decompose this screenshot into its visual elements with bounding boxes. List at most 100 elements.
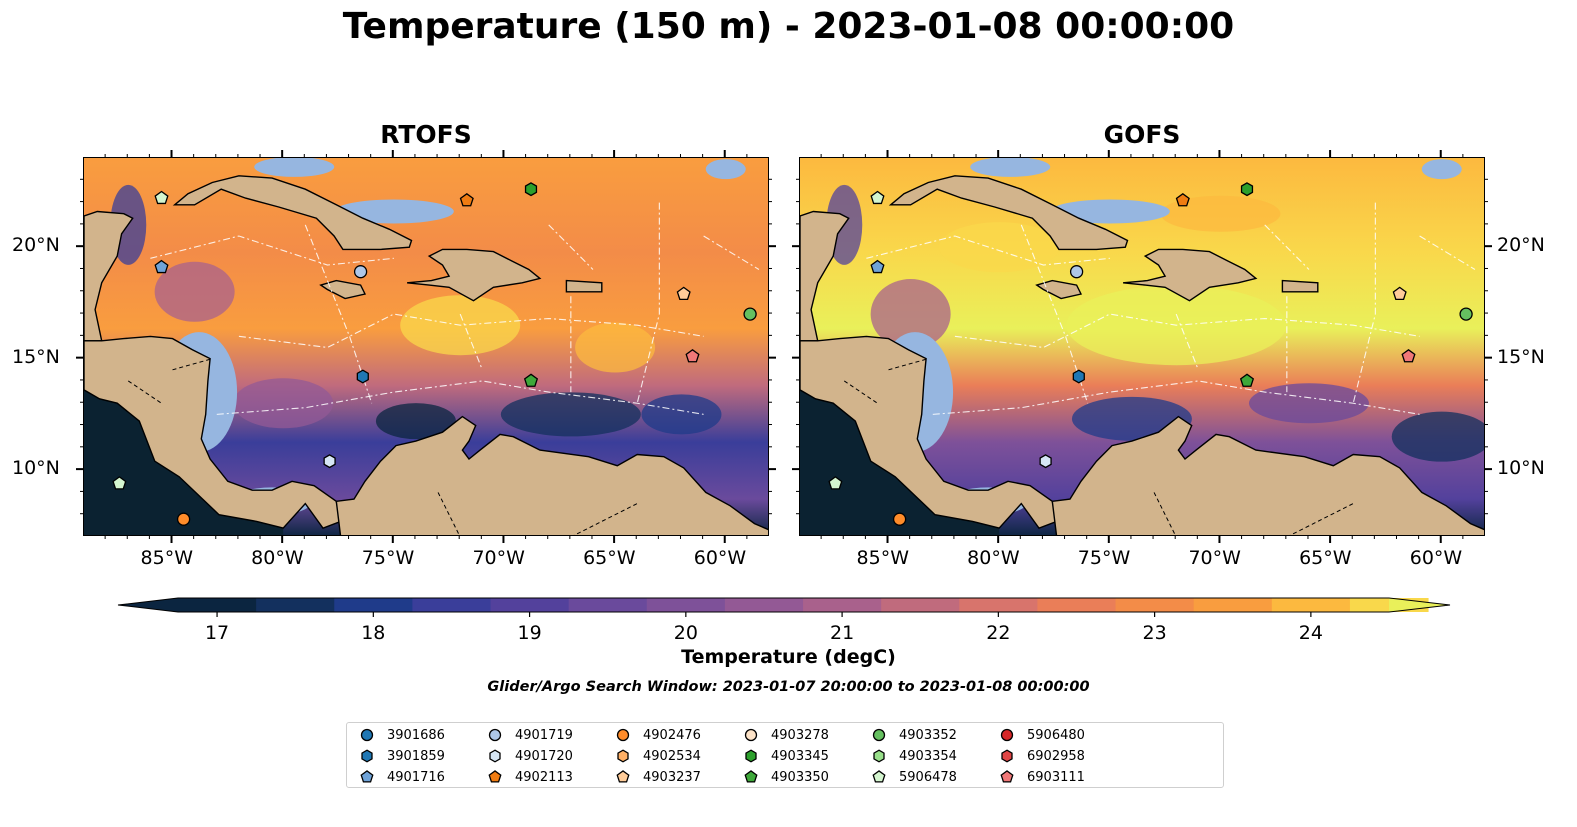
- legend-label: 3901859: [387, 748, 445, 764]
- legend-label: 4903354: [899, 748, 957, 764]
- legend-entry-4901719: 4901719: [487, 726, 573, 744]
- colorbar-tick-label: 21: [830, 622, 854, 644]
- legend-entry-6902958: 6902958: [999, 747, 1085, 765]
- lat-tick-label: 15°N: [12, 345, 60, 368]
- hexagon-marker-icon: [489, 749, 501, 763]
- legend-label: 4903278: [771, 727, 829, 743]
- lon-tick-label: 70°W: [1188, 547, 1241, 569]
- float-marker-5906478: [112, 476, 127, 490]
- legend-entry-4903350: 4903350: [743, 768, 829, 786]
- legend-entry-6903111: 6903111: [999, 768, 1085, 786]
- float-marker-3901859: [356, 369, 369, 384]
- float-marker-4902113: [1175, 192, 1190, 207]
- colorbar-bin: [1037, 598, 1117, 612]
- circle-marker-icon: [872, 728, 886, 742]
- hexagon-marker-icon: [873, 749, 885, 763]
- land-yucatan: [84, 210, 134, 342]
- float-marker-4903237: [676, 286, 691, 300]
- lat-tick-label: 15°N: [1497, 345, 1545, 368]
- legend-entry-4903278: 4903278: [743, 726, 829, 744]
- colorbar-bin: [959, 598, 1038, 612]
- float-marker-6903111: [685, 348, 700, 363]
- hexagon-marker-icon: [617, 749, 629, 763]
- colorbar-tick-label: 19: [517, 622, 541, 644]
- legend-label: 6903111: [1027, 769, 1085, 785]
- lon-tick-label: 65°W: [583, 547, 636, 569]
- legend-label: 6902958: [1027, 748, 1085, 764]
- lat-tick-label: 10°N: [1497, 457, 1545, 480]
- hexagon-marker-icon: [1001, 749, 1013, 763]
- colorbar-bin: [724, 598, 804, 612]
- lon-tick-label: 70°W: [472, 547, 525, 569]
- legend-label: 4901719: [515, 727, 573, 743]
- legend-entry-3901859: 3901859: [359, 747, 445, 765]
- colorbar-bin: [334, 598, 413, 612]
- land-puerto-rico: [565, 279, 603, 293]
- float-marker-4903345: [524, 182, 538, 197]
- lon-tick-label: 80°W: [251, 547, 304, 569]
- legend-label: 4902534: [643, 748, 701, 764]
- colorbar-bin: [412, 598, 492, 612]
- float-marker-3901859: [1072, 369, 1085, 384]
- lat-tick-label: 20°N: [1497, 234, 1545, 257]
- land-central-am: [800, 335, 1058, 529]
- colorbar-tick-label: 22: [986, 622, 1010, 644]
- land-jamaica: [1035, 279, 1083, 300]
- legend-entry-4903237: 4903237: [615, 768, 701, 786]
- legend-label: 4902476: [643, 727, 701, 743]
- pentagon-marker-icon: [616, 770, 630, 783]
- circle-marker-icon: [744, 728, 758, 742]
- colorbar-tick-label: 23: [1143, 622, 1167, 644]
- float-marker-4902113: [459, 192, 474, 207]
- colorbar-bin: [568, 598, 648, 612]
- pentagon-marker-icon: [360, 770, 374, 783]
- legend-label: 5906478: [899, 769, 957, 785]
- circle-marker-icon: [616, 728, 630, 742]
- float-legend: 3901686 3901859 4901716 4901719 4901720 49021…: [346, 722, 1224, 788]
- figure-title: Temperature (150 m) - 2023-01-08 00:00:0…: [342, 6, 1235, 47]
- float-marker-4901720: [1039, 454, 1052, 469]
- colorbar-label: Temperature (degC): [681, 646, 896, 668]
- pentagon-marker-icon: [872, 770, 886, 783]
- legend-label: 4903345: [771, 748, 829, 764]
- legend-label: 4901716: [387, 769, 445, 785]
- colorbar-bin: [256, 598, 335, 612]
- float-marker-5906478: [828, 476, 843, 490]
- legend-label: 4903352: [899, 727, 957, 743]
- colorbar-tick-label: 24: [1299, 622, 1323, 644]
- colorbar-bin: [490, 598, 570, 612]
- float-marker-4901716: [870, 259, 885, 274]
- land-hispaniola: [407, 248, 542, 302]
- pentagon-marker-icon: [744, 770, 758, 783]
- legend-entry-4901720: 4901720: [487, 747, 573, 765]
- float-marker-4903350: [523, 373, 539, 387]
- land-cuba: [888, 175, 1129, 251]
- lon-tick-label: 60°W: [693, 547, 747, 569]
- colorbar-extend-max: [1389, 598, 1450, 612]
- lon-tick-label: 85°W: [140, 547, 193, 569]
- colorbar-bin: [881, 598, 960, 612]
- float-marker-4901719: [1069, 265, 1084, 279]
- legend-label: 3901686: [387, 727, 445, 743]
- legend-entry-4902534: 4902534: [615, 747, 701, 765]
- colorbar-extend-min: [118, 598, 178, 612]
- lon-tick-label: 65°W: [1299, 547, 1352, 569]
- lon-tick-label: 75°W: [361, 547, 415, 569]
- float-marker-4902476: [892, 512, 907, 526]
- circle-marker-icon: [488, 728, 502, 742]
- float-marker-4903237: [1392, 286, 1407, 300]
- land-hispaniola: [1123, 248, 1258, 302]
- panel-title-gofs: GOFS: [1103, 120, 1181, 149]
- pentagon-marker-icon: [1000, 770, 1014, 783]
- hexagon-marker-icon: [745, 749, 757, 763]
- float-marker-4903345: [1240, 182, 1254, 197]
- lon-tick-label: 80°W: [967, 547, 1020, 569]
- legend-entry-4903354: 4903354: [871, 747, 957, 765]
- lon-tick-label: 60°W: [1409, 547, 1463, 569]
- land-cuba: [172, 175, 413, 251]
- legend-label: 5906480: [1027, 727, 1085, 743]
- float-marker-4901719: [353, 265, 368, 279]
- land-jamaica: [319, 279, 367, 300]
- legend-entry-4901716: 4901716: [359, 768, 445, 786]
